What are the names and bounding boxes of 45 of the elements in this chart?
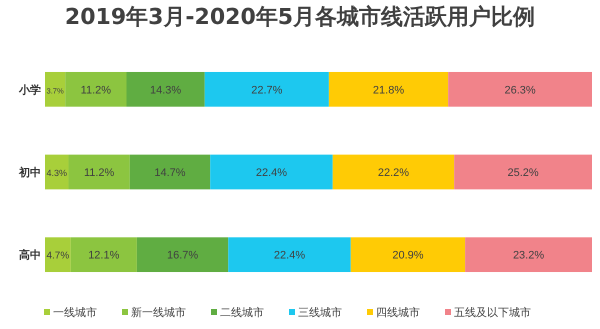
y-tick-label: 小学 bbox=[18, 83, 41, 96]
data-label: 16.7% bbox=[166, 250, 198, 262]
data-label: 22.2% bbox=[378, 167, 410, 179]
data-label: 14.3% bbox=[150, 84, 182, 96]
legend-label: 四线城市 bbox=[376, 306, 420, 319]
data-label: 4.7% bbox=[46, 250, 70, 262]
data-label: 22.7% bbox=[251, 84, 283, 96]
data-label: 25.2% bbox=[507, 167, 539, 179]
bar bbox=[45, 72, 66, 107]
bar bbox=[70, 237, 137, 272]
data-label: 14.7% bbox=[154, 167, 186, 179]
data-label: 23.2% bbox=[512, 250, 544, 262]
bar bbox=[328, 72, 448, 107]
legend-label: 二线城市 bbox=[220, 306, 264, 319]
bar bbox=[126, 72, 205, 107]
data-label: 20.9% bbox=[392, 250, 424, 262]
data-label: 22.4% bbox=[274, 250, 306, 262]
data-label: 11.2% bbox=[80, 84, 112, 96]
data-label: 26.3% bbox=[504, 84, 536, 96]
bar bbox=[448, 72, 592, 107]
bar bbox=[465, 237, 592, 272]
bar bbox=[45, 237, 71, 272]
legend-label: 三线城市 bbox=[298, 306, 342, 319]
bar bbox=[45, 154, 69, 190]
bar bbox=[228, 237, 351, 272]
bar bbox=[65, 72, 127, 107]
y-tick-label: 高中 bbox=[19, 248, 41, 262]
data-label: 21.8% bbox=[372, 84, 404, 96]
data-label: 12.1% bbox=[88, 250, 120, 262]
bar bbox=[350, 237, 466, 272]
bar bbox=[68, 154, 130, 190]
data-label: 4.3% bbox=[46, 168, 68, 178]
y-tick-label: 初中 bbox=[18, 166, 41, 179]
legend-label: 新一线城市 bbox=[131, 306, 186, 319]
data-label: 11.2% bbox=[84, 167, 115, 179]
bar bbox=[332, 154, 454, 190]
bar bbox=[130, 154, 210, 190]
bar bbox=[210, 154, 333, 190]
legend-label: 一线城市 bbox=[53, 306, 97, 319]
chart-title: 2019年3月-2020年5月各城市线活跃用户比例 bbox=[64, 4, 536, 30]
bar bbox=[204, 72, 329, 107]
bar bbox=[136, 237, 228, 272]
bar bbox=[454, 154, 592, 190]
data-label: 22.4% bbox=[256, 167, 288, 179]
legend-label: 五线及以下城市 bbox=[454, 306, 531, 319]
